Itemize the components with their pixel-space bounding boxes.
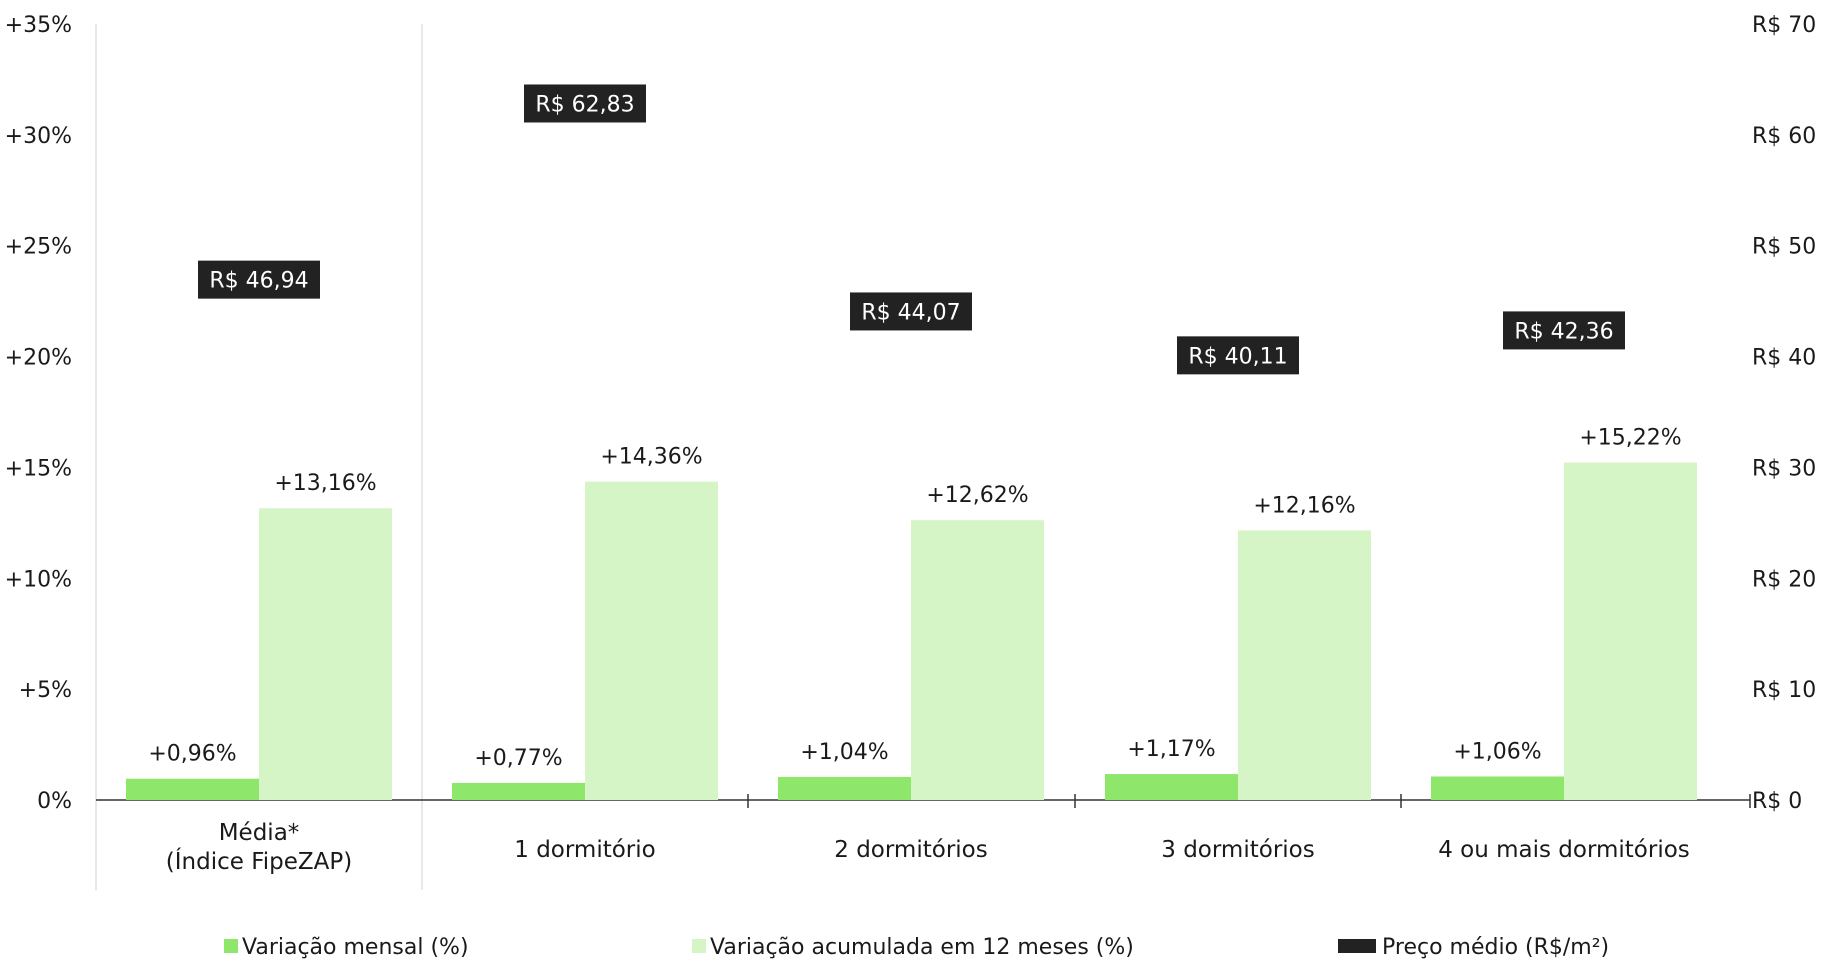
bar-monthly — [126, 778, 259, 800]
category-label-line: Média* — [219, 820, 300, 846]
y-left-tick-label: +30% — [5, 124, 72, 149]
price-label: R$ 46,94 — [209, 269, 308, 294]
y-left-tick-label: +25% — [5, 235, 72, 260]
y-left-tick-label: +35% — [5, 13, 72, 38]
y-right-tick-label: R$ 20 — [1752, 567, 1816, 592]
bar-12-months — [259, 508, 392, 800]
y-right-tick-label: R$ 30 — [1752, 456, 1816, 481]
legend-label: Preço médio (R$/m²) — [1382, 935, 1609, 960]
category-label: 4 ou mais dormitórios — [1438, 837, 1690, 863]
data-label-monthly: +0,96% — [148, 742, 236, 767]
price-label: R$ 44,07 — [861, 300, 960, 325]
data-label-monthly: +1,17% — [1127, 737, 1215, 762]
y-left-tick-label: +15% — [5, 456, 72, 481]
data-label-monthly: +1,06% — [1453, 739, 1541, 764]
bar-monthly — [1105, 774, 1238, 800]
category-label: Média* (Índice FipeZAP) — [166, 820, 352, 875]
price-label: R$ 42,36 — [1514, 319, 1613, 344]
y-right-tick-label: R$ 50 — [1752, 235, 1816, 260]
data-label-12-months: +12,16% — [1253, 493, 1355, 518]
y-left-tick-label: 0% — [37, 789, 72, 814]
price-label: R$ 40,11 — [1188, 344, 1287, 369]
price-label: R$ 62,83 — [535, 92, 634, 117]
category-label: 3 dormitórios — [1161, 837, 1314, 863]
data-label-monthly: +0,77% — [474, 746, 562, 771]
price-marker — [198, 260, 320, 299]
legend-label: Variação acumulada em 12 meses (%) — [710, 935, 1134, 960]
bar-12-months — [585, 481, 718, 800]
legend-swatch — [224, 939, 238, 953]
data-label-12-months: +13,16% — [274, 471, 376, 496]
y-right-tick-label: R$ 0 — [1752, 789, 1802, 814]
category-label: 2 dormitórios — [834, 837, 987, 863]
price-marker — [524, 84, 646, 123]
y-right-tick-label: R$ 40 — [1752, 346, 1816, 371]
price-marker — [1503, 311, 1625, 350]
bar-monthly — [1431, 776, 1564, 800]
bar-12-months — [1238, 530, 1371, 800]
legend-swatch — [1338, 939, 1376, 953]
category-label: 1 dormitório — [514, 837, 655, 863]
bar-monthly — [452, 782, 585, 800]
y-right-tick-label: R$ 60 — [1752, 124, 1816, 149]
y-left-tick-label: +20% — [5, 346, 72, 371]
price-marker — [850, 292, 972, 331]
bar-monthly — [778, 776, 911, 800]
price-marker — [1177, 336, 1299, 375]
y-left-tick-label: +10% — [5, 567, 72, 592]
data-label-monthly: +1,04% — [800, 740, 888, 765]
y-right-tick-label: R$ 10 — [1752, 678, 1816, 703]
y-right-tick-label: R$ 70 — [1752, 13, 1816, 38]
data-label-12-months: +15,22% — [1579, 426, 1681, 451]
bar-12-months — [911, 520, 1044, 800]
data-label-12-months: +12,62% — [926, 483, 1028, 508]
category-label-line: (Índice FipeZAP) — [166, 847, 352, 875]
y-left-tick-label: +5% — [19, 678, 72, 703]
bar-12-months — [1564, 462, 1697, 800]
legend-swatch — [692, 939, 706, 953]
data-label-12-months: +14,36% — [600, 445, 702, 470]
legend-label: Variação mensal (%) — [242, 935, 469, 960]
